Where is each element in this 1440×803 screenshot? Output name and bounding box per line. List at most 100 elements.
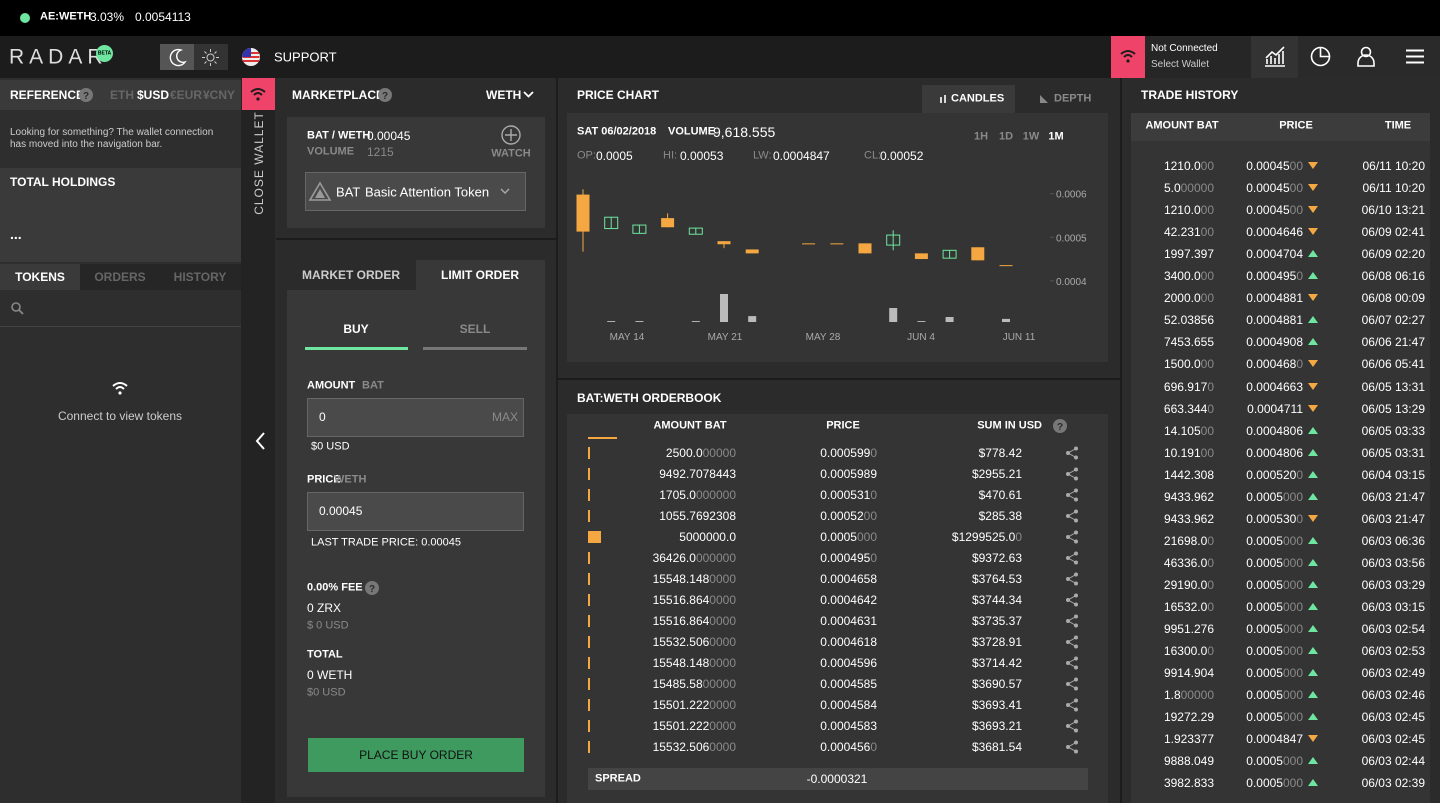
share-icon[interactable] — [1065, 677, 1079, 691]
sum: $3690.57 — [971, 677, 1022, 691]
amount: 2000.0 — [1163, 291, 1201, 306]
ranges[interactable]: 1M — [1048, 130, 1064, 143]
price-pad: 0 — [1296, 467, 1303, 482]
menu-icon[interactable] — [1406, 49, 1424, 64]
tabs[interactable]: ORDERS — [94, 270, 146, 284]
price: 0.0005 — [1246, 577, 1283, 592]
tabs[interactable]: CANDLES — [951, 92, 1005, 105]
ranges[interactable]: 1H — [973, 130, 989, 143]
title: TRADE HISTORY — [1141, 88, 1239, 102]
share-icon[interactable] — [1065, 593, 1079, 607]
price: 0.0004704 — [1246, 248, 1303, 260]
help-icon: ? — [1053, 419, 1067, 433]
share-icon[interactable] — [1065, 446, 1079, 460]
headers: SUM IN USD — [977, 419, 1042, 432]
candle-body — [576, 194, 590, 232]
currencies[interactable]: $USD — [137, 88, 170, 102]
price: 0.0005989 — [820, 467, 877, 481]
sum: $3693.41 — [971, 698, 1022, 712]
price: 0.000495 — [1246, 269, 1297, 284]
price-pad: 0 — [870, 740, 877, 754]
moon-icon[interactable] — [169, 48, 187, 67]
price: 0.0005000 — [1246, 623, 1303, 635]
price-pad: 000 — [856, 530, 877, 544]
fee-label: 0.00% FEE — [307, 581, 363, 594]
token-select[interactable] — [305, 172, 526, 211]
logo: RADAR — [9, 45, 108, 69]
sides[interactable]: BUY — [343, 322, 369, 336]
currencies[interactable]: ¥CNY — [203, 88, 236, 102]
direction-arrow — [1308, 382, 1318, 390]
headers: PRICE — [826, 419, 860, 432]
token-symbol: BAT — [336, 184, 361, 200]
share-icon[interactable] — [1065, 551, 1079, 565]
amount: 15532.506 — [652, 740, 710, 754]
share-icon[interactable] — [1065, 740, 1079, 754]
chart-icon[interactable] — [1264, 46, 1286, 68]
tabs[interactable]: MARKET ORDER — [302, 268, 400, 282]
direction-arrow — [1308, 250, 1318, 258]
account-icon[interactable] — [1357, 46, 1375, 67]
price: 0.0005200 — [820, 510, 877, 522]
amount: 1210.0 — [1163, 203, 1201, 218]
ranges[interactable]: 1D — [998, 130, 1014, 143]
sides[interactable]: SELL — [459, 322, 491, 336]
share-icon[interactable] — [1065, 719, 1079, 733]
amount-pad: 0000 — [709, 656, 736, 670]
spread-bar — [588, 768, 1088, 790]
price-pad: 000 — [1282, 489, 1303, 504]
share-icon[interactable] — [1065, 698, 1079, 712]
time: 06/11 10:20 — [1362, 159, 1425, 173]
share-icon[interactable] — [1065, 635, 1079, 649]
currencies[interactable]: €EUR — [170, 88, 203, 102]
candle-chart: 0.0004 0.0005 0.0006 MAY 14 MAY 21 MAY 28 JUN … — [576, 189, 1087, 343]
price: 0.00052 — [820, 509, 864, 523]
ranges[interactable]: 1W — [1022, 130, 1040, 143]
amount: 3400.0 — [1163, 269, 1201, 284]
amount: 9433.962 — [1163, 511, 1214, 526]
price: 0.000531 — [820, 488, 871, 502]
time: 06/03 21:47 — [1361, 511, 1425, 526]
share-icon[interactable] — [1065, 572, 1079, 586]
amount-pad: 0000 — [709, 593, 736, 607]
max: MAX — [492, 410, 519, 424]
tabs[interactable]: DEPTH — [1054, 92, 1092, 105]
share-icon[interactable] — [1065, 509, 1079, 523]
collapse-icon[interactable] — [255, 432, 265, 450]
tabs[interactable]: HISTORY — [173, 270, 227, 284]
tabs[interactable]: TOKENS — [15, 270, 65, 284]
volume-bar — [720, 294, 728, 322]
price: 0.0005000 — [1246, 755, 1303, 767]
sum: $3693.21 — [972, 720, 1022, 732]
share-icon[interactable] — [1065, 488, 1079, 502]
share-icon[interactable] — [1065, 656, 1079, 670]
amount: 9888.049 — [1163, 754, 1214, 769]
wifi-icon — [112, 382, 128, 395]
chevron — [500, 188, 510, 194]
amount-input[interactable] — [307, 398, 524, 437]
tabs[interactable]: LIMIT ORDER — [441, 268, 519, 282]
share-icon[interactable] — [1065, 614, 1079, 628]
submit-button[interactable] — [308, 738, 524, 772]
amount-pad: 0 — [1207, 577, 1214, 592]
amount: 1997.397 — [1164, 248, 1214, 260]
portfolio-icon[interactable] — [1310, 46, 1331, 67]
currencies[interactable]: ETH — [110, 88, 134, 102]
share-icon[interactable] — [1065, 467, 1079, 481]
sun-icon[interactable] — [202, 49, 219, 66]
amount-pad: 0000 — [709, 719, 736, 733]
pair: BAT / WETH — [307, 129, 371, 142]
depth-bar — [588, 699, 590, 711]
amount: 21698.0 — [1163, 533, 1208, 548]
share-icon[interactable] — [1065, 530, 1079, 544]
price-input[interactable] — [307, 492, 524, 531]
amount: 9492.7078443 — [659, 467, 736, 481]
amount-pad: 00000 — [1180, 181, 1214, 196]
price: 0.00045 — [1246, 181, 1290, 196]
time: 06/03 02:44 — [1361, 754, 1425, 769]
watch-icon[interactable] — [501, 125, 521, 145]
price: 0.0004847 — [1246, 733, 1303, 745]
amount: 15485.5800000 — [653, 678, 736, 690]
close[interactable]: CLOSE WALLET — [252, 111, 266, 215]
amount: 9433.962 — [1164, 491, 1214, 503]
